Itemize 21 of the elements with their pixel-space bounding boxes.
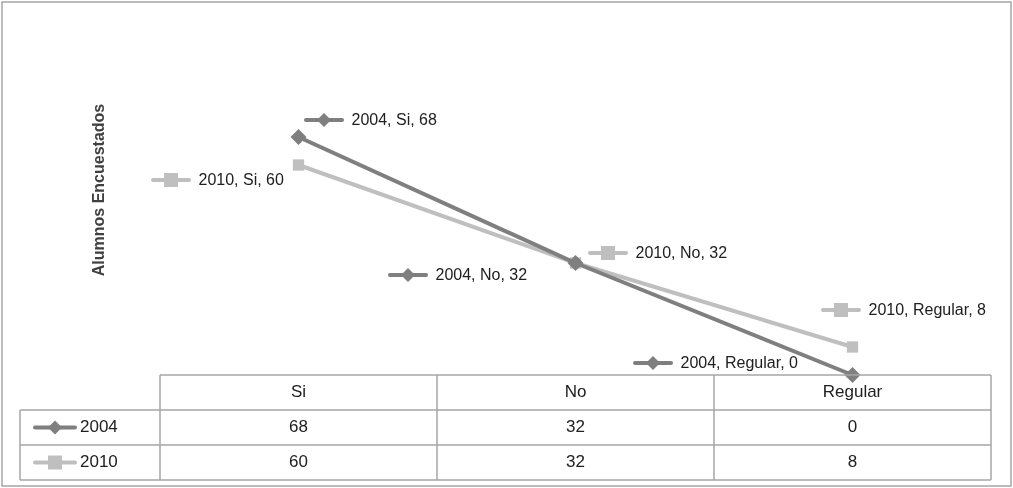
x-tick-label: No xyxy=(564,382,587,402)
data-label: 32 xyxy=(566,417,585,437)
annotation: 2004, Regular, 0 xyxy=(680,354,798,372)
x-tick-label: Regular xyxy=(822,382,883,402)
point xyxy=(292,159,305,171)
text: 2004, Si, 68 xyxy=(351,111,437,129)
legend-label: 2004 xyxy=(80,417,118,437)
data-label: 0 xyxy=(847,417,858,437)
annotation: 2010, Si, 60 xyxy=(198,171,284,189)
y-axis-title: Alumnos Encuestados xyxy=(90,103,108,277)
point xyxy=(290,129,307,145)
point xyxy=(846,341,859,353)
annotation: 2004, No, 32 xyxy=(435,266,528,284)
annotation: 2010, Regular, 8 xyxy=(868,301,986,319)
data-label: 60 xyxy=(289,452,308,472)
data-label: 32 xyxy=(566,452,585,472)
legend-label: 2010 xyxy=(80,452,118,472)
annotation: 2010, No, 32 xyxy=(635,244,728,262)
data-label: 8 xyxy=(847,452,858,472)
data-label: 68 xyxy=(289,417,308,437)
x-tick-label: Si xyxy=(290,382,307,402)
